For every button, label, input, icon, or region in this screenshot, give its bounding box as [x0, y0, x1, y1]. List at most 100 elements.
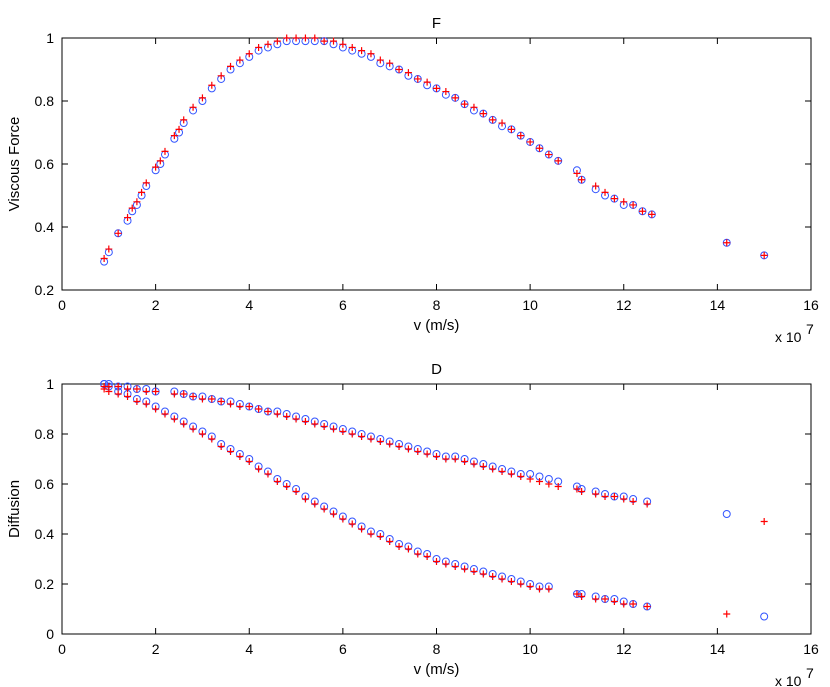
data-point-plus: [395, 543, 403, 550]
data-point-plus: [638, 207, 646, 215]
data-point-plus: [386, 538, 394, 545]
y-tick-label: 0.6: [35, 476, 55, 492]
x-tick-label: 4: [245, 641, 253, 657]
data-point-plus: [208, 395, 216, 403]
data-point-plus: [358, 433, 366, 440]
data-point-plus: [255, 405, 263, 413]
data-point-plus: [578, 593, 586, 600]
data-point-plus: [470, 103, 478, 111]
data-point-plus: [217, 72, 225, 80]
data-point-circle: [760, 612, 769, 621]
y-axis-label: Diffusion: [6, 480, 23, 538]
data-point-plus: [545, 585, 553, 593]
data-point-plus: [498, 575, 506, 583]
data-point-plus: [648, 210, 656, 218]
data-point-plus: [320, 505, 328, 513]
data-point-plus: [545, 151, 553, 159]
x-tick-label: 6: [339, 297, 347, 313]
data-point-plus: [301, 418, 309, 425]
data-point-plus: [367, 530, 375, 538]
data-point-plus: [273, 37, 281, 45]
series-circle: [100, 37, 769, 266]
data-point-plus: [517, 132, 525, 140]
data-point-plus: [255, 43, 263, 51]
data-point-plus: [442, 88, 450, 96]
data-point-plus: [152, 388, 160, 395]
data-point-plus: [461, 565, 469, 573]
data-point-plus: [142, 400, 150, 408]
data-point-plus: [433, 84, 440, 92]
data-point-plus: [311, 34, 319, 42]
data-point-plus: [180, 116, 188, 124]
data-point-plus: [489, 465, 497, 473]
y-tick-label: 0: [46, 626, 54, 642]
data-point-plus: [573, 590, 581, 598]
data-point-plus: [330, 510, 338, 518]
data-point-plus: [189, 103, 197, 111]
data-point-plus: [535, 144, 543, 152]
data-point-plus: [236, 403, 244, 410]
data-point-plus: [507, 125, 515, 133]
data-point-plus: [264, 470, 272, 478]
data-point-plus: [578, 176, 586, 184]
data-point-plus: [133, 398, 141, 405]
data-point-plus: [629, 600, 637, 608]
y-tick-label: 0.2: [35, 576, 55, 592]
data-point-plus: [292, 415, 300, 423]
x-axis-exponent: 7: [806, 321, 814, 337]
data-point-plus: [629, 498, 637, 505]
data-point-plus: [507, 578, 515, 585]
data-point-plus: [227, 400, 235, 408]
x-tick-label: 2: [152, 641, 160, 657]
data-point-plus: [526, 138, 534, 146]
data-point-plus: [601, 493, 609, 500]
data-point-plus: [124, 393, 132, 400]
y-tick-label: 1: [46, 376, 54, 392]
data-point-plus: [479, 570, 487, 578]
data-point-plus: [404, 545, 412, 553]
data-point-plus: [348, 520, 356, 528]
chart-title: D: [431, 361, 442, 378]
data-point-plus: [592, 182, 600, 190]
series-plus: [100, 383, 768, 618]
x-tick-label: 12: [616, 297, 632, 313]
y-tick-label: 0.4: [35, 526, 55, 542]
data-point-plus: [367, 435, 375, 443]
data-point-plus: [489, 573, 497, 580]
data-point-plus: [227, 62, 235, 70]
data-point-plus: [451, 94, 459, 102]
data-point-plus: [175, 125, 183, 133]
data-point-plus: [264, 408, 272, 415]
data-point-plus: [217, 443, 225, 450]
data-point-plus: [208, 435, 216, 443]
x-axis-exponent: 7: [806, 665, 814, 681]
data-point-plus: [610, 598, 618, 605]
data-point-plus: [376, 438, 384, 445]
data-point-plus: [128, 204, 136, 212]
data-point-plus: [133, 198, 141, 206]
data-point-plus: [208, 81, 216, 89]
data-point-plus: [152, 163, 160, 171]
data-point-plus: [592, 595, 600, 603]
data-point-plus: [433, 558, 440, 565]
x-tick-label: 12: [616, 641, 632, 657]
data-point-plus: [479, 110, 487, 118]
x-tick-label: 10: [522, 297, 538, 313]
data-point-plus: [414, 448, 422, 455]
data-point-plus: [217, 398, 225, 405]
data-point-plus: [161, 147, 169, 155]
data-point-plus: [404, 445, 412, 453]
data-point-plus: [442, 560, 450, 568]
data-point-plus: [358, 525, 366, 533]
data-point-plus: [423, 450, 431, 458]
x-tick-label: 0: [58, 641, 66, 657]
data-point-plus: [414, 550, 422, 558]
data-point-plus: [404, 69, 412, 77]
data-point-plus: [723, 239, 731, 247]
data-point-plus: [601, 188, 609, 196]
data-point-plus: [320, 423, 328, 430]
data-point-plus: [114, 383, 122, 390]
data-point-plus: [526, 583, 534, 590]
data-point-plus: [395, 443, 403, 450]
